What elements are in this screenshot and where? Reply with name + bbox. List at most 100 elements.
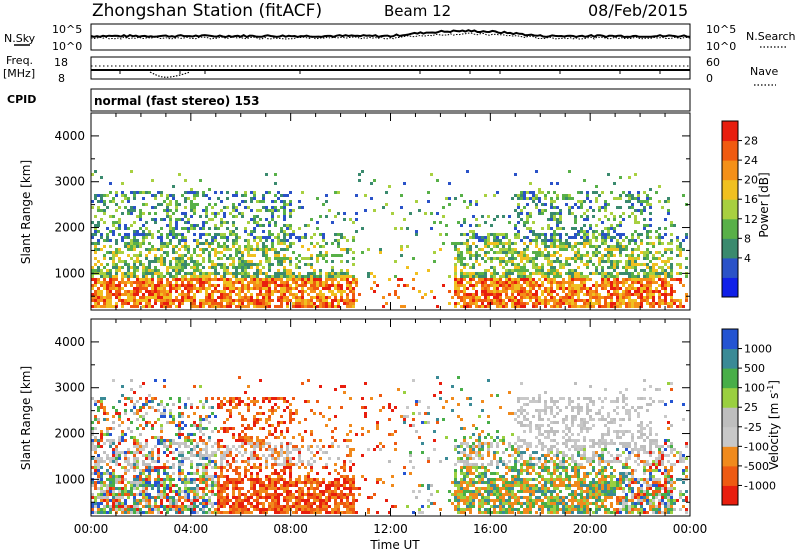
heatmap-cell <box>283 203 286 206</box>
heatmap-cell <box>103 433 106 436</box>
heatmap-cell <box>253 254 256 257</box>
heatmap-cell <box>610 281 613 284</box>
heatmap-cell <box>202 287 205 290</box>
heatmap-cell <box>574 236 577 239</box>
heatmap-cell <box>262 484 265 487</box>
heatmap-cell <box>661 299 664 302</box>
heatmap-cell <box>619 305 622 308</box>
heatmap-cell <box>568 278 571 281</box>
heatmap-cell <box>613 305 616 308</box>
heatmap-cell <box>592 272 595 275</box>
heatmap-cell <box>484 251 487 254</box>
heatmap-cell <box>127 427 130 430</box>
heatmap-cell <box>505 242 508 245</box>
heatmap-cell <box>136 230 139 233</box>
heatmap-cell <box>136 451 139 454</box>
heatmap-cell <box>625 278 628 281</box>
heatmap-cell <box>403 218 406 221</box>
heatmap-cell <box>202 251 205 254</box>
heatmap-cell <box>463 233 466 236</box>
heatmap-cell <box>256 200 259 203</box>
heatmap-cell <box>118 248 121 251</box>
heatmap-cell <box>463 266 466 269</box>
heatmap-cell <box>160 478 163 481</box>
heatmap-cell <box>280 302 283 305</box>
heatmap-cell <box>268 481 271 484</box>
heatmap-cell <box>415 233 418 236</box>
heatmap-cell <box>664 251 667 254</box>
heatmap-cell <box>478 278 481 281</box>
heatmap-cell <box>118 454 121 457</box>
heatmap-cell <box>649 242 652 245</box>
heatmap-cell <box>247 478 250 481</box>
heatmap-cell <box>658 290 661 293</box>
heatmap-cell <box>97 454 100 457</box>
heatmap-cell <box>94 263 97 266</box>
heatmap-cell <box>349 299 352 302</box>
heatmap-cell <box>487 287 490 290</box>
heatmap-cell <box>472 275 475 278</box>
heatmap-cell <box>529 191 532 194</box>
heatmap-cell <box>649 197 652 200</box>
heatmap-cell <box>649 305 652 308</box>
heatmap-cell <box>211 445 214 448</box>
heatmap-cell <box>277 478 280 481</box>
heatmap-cell <box>505 272 508 275</box>
heatmap-cell <box>550 218 553 221</box>
heatmap-cell <box>178 511 181 514</box>
heatmap-cell <box>481 257 484 260</box>
heatmap-cell <box>196 490 199 493</box>
heatmap-cell <box>103 200 106 203</box>
heatmap-cell <box>94 278 97 281</box>
heatmap-cell <box>286 400 289 403</box>
heatmap-cell <box>559 263 562 266</box>
heatmap-cell <box>223 275 226 278</box>
heatmap-cell <box>619 245 622 248</box>
heatmap-cell <box>568 170 571 173</box>
heatmap-cell <box>190 511 193 514</box>
heatmap-cell <box>139 254 142 257</box>
heatmap-cell <box>256 215 259 218</box>
heatmap-cell <box>232 287 235 290</box>
heatmap-cell <box>505 260 508 263</box>
heatmap-cell <box>298 475 301 478</box>
heatmap-cell <box>244 418 247 421</box>
heatmap-cell <box>133 239 136 242</box>
heatmap-cell <box>187 227 190 230</box>
power-ylabel: Slant Range [km] <box>19 160 33 264</box>
heatmap-cell <box>625 263 628 266</box>
heatmap-cell <box>271 239 274 242</box>
heatmap-cell <box>103 299 106 302</box>
heatmap-cell <box>682 248 685 251</box>
heatmap-cell <box>649 230 652 233</box>
heatmap-cell <box>532 266 535 269</box>
heatmap-cell <box>532 233 535 236</box>
heatmap-cell <box>154 460 157 463</box>
heatmap-cell <box>589 206 592 209</box>
heatmap-cell <box>292 505 295 508</box>
heatmap-cell <box>115 272 118 275</box>
heatmap-cell <box>550 236 553 239</box>
heatmap-cell <box>589 257 592 260</box>
nave-tick-60: 60 <box>706 56 720 69</box>
heatmap-cell <box>610 245 613 248</box>
heatmap-cell <box>280 278 283 281</box>
heatmap-cell <box>577 230 580 233</box>
heatmap-cell <box>541 242 544 245</box>
heatmap-cell <box>319 305 322 308</box>
heatmap-cell <box>607 227 610 230</box>
heatmap-cell <box>163 385 166 388</box>
heatmap-cell <box>280 508 283 511</box>
heatmap-cell <box>223 454 226 457</box>
heatmap-cell <box>148 463 151 466</box>
heatmap-cell <box>154 296 157 299</box>
heatmap-cell <box>313 287 316 290</box>
heatmap-cell <box>628 263 631 266</box>
heatmap-cell <box>235 191 238 194</box>
heatmap-cell <box>211 454 214 457</box>
heatmap-cell <box>280 475 283 478</box>
heatmap-cell <box>211 272 214 275</box>
heatmap-cell <box>139 218 142 221</box>
heatmap-cell <box>328 287 331 290</box>
heatmap-cell <box>211 239 214 242</box>
